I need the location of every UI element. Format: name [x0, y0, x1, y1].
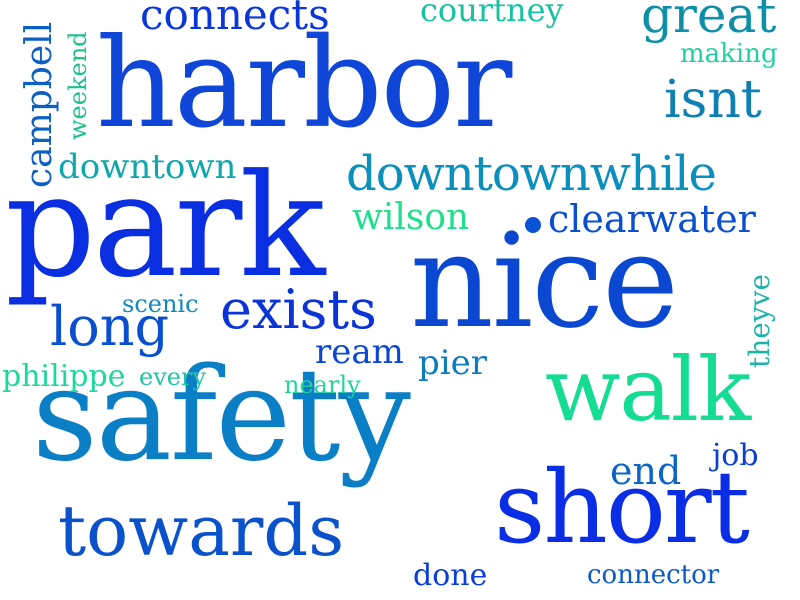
word-ream: ream — [315, 332, 404, 372]
word-nice: nice — [410, 205, 679, 357]
word-campbell: campbell — [19, 21, 60, 188]
word-long: long — [50, 295, 170, 358]
word-end: end — [610, 449, 682, 493]
bullet-dot — [525, 217, 541, 233]
word-great: great — [641, 0, 777, 44]
word-connects: connects — [140, 0, 330, 39]
word-exists: exists — [220, 278, 377, 341]
word-theyve: theyve — [743, 273, 776, 368]
word-scenic: scenic — [122, 290, 199, 318]
word-connector: connector — [587, 560, 720, 590]
word-philippe: philippe — [2, 359, 126, 394]
word-harbor: harbor — [96, 12, 512, 156]
word-courtney: courtney — [420, 0, 564, 29]
word-job: job — [712, 438, 759, 473]
word-nearly: nearly — [284, 371, 361, 399]
word-weekend: weekend — [64, 31, 92, 140]
word-clearwater: clearwater — [548, 197, 756, 241]
word-walk: walk — [545, 338, 751, 441]
word-done: done — [413, 558, 488, 593]
word-downtownwhile: downtownwhile — [346, 146, 717, 202]
word-pier: pier — [418, 343, 488, 383]
word-safety: safety — [32, 341, 411, 490]
word-towards: towards — [58, 490, 345, 572]
word-short: short — [494, 449, 750, 566]
word-downtown: downtown — [58, 147, 237, 187]
word-every: every — [139, 363, 206, 391]
word-park: park — [5, 144, 325, 309]
word-making: making — [680, 39, 778, 69]
word-wilson: wilson — [352, 197, 470, 238]
word-isnt: isnt — [664, 70, 762, 130]
